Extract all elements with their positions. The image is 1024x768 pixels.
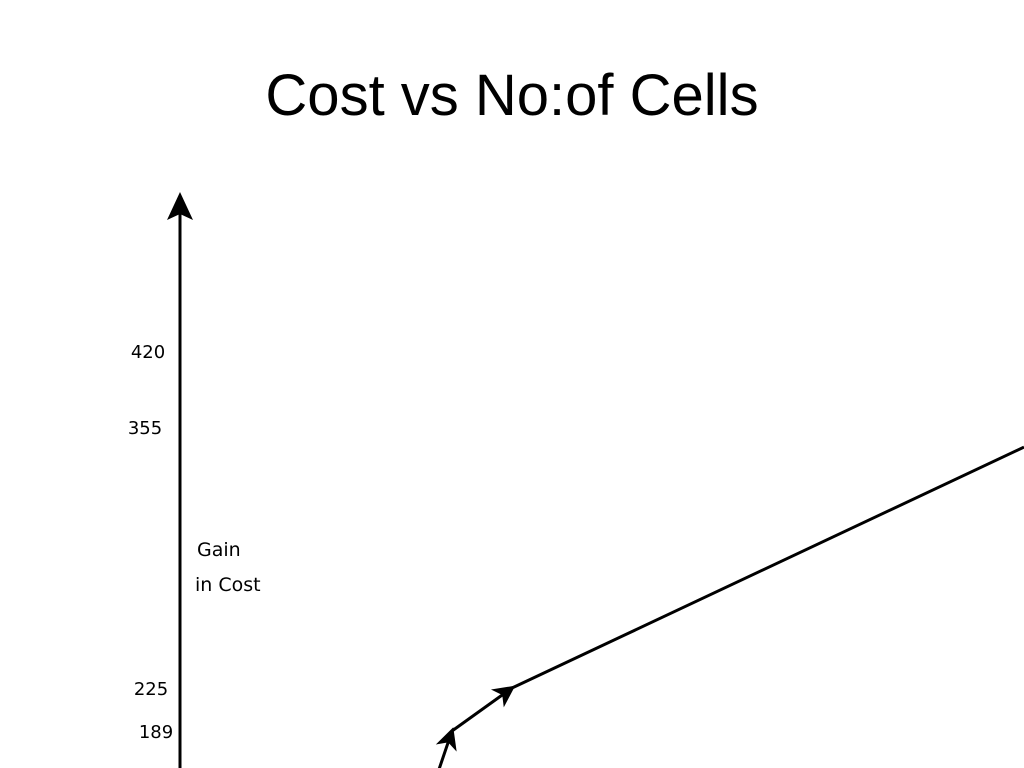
y-tick-label: 420: [131, 342, 165, 363]
y-tick-label: 189: [139, 722, 173, 743]
y-tick-labels: 420 355 225 189: [128, 342, 173, 743]
y-tick-label: 355: [128, 418, 162, 439]
y-tick-label: 225: [134, 679, 168, 700]
y-axis-label: Gain in Cost: [195, 539, 261, 596]
series-line: [437, 445, 1024, 768]
slide-title: Cost vs No:of Cells: [265, 63, 759, 128]
y-axis-arrow-icon: [167, 192, 193, 220]
arrow-marker-icon: [435, 727, 457, 752]
y-axis-label-line-2: in Cost: [195, 574, 261, 596]
series-lines: [437, 445, 1024, 768]
arrow-marker-icon: [490, 685, 516, 708]
y-axis: [167, 192, 193, 768]
y-axis-label-line-1: Gain: [197, 539, 241, 561]
arrow-markers: [435, 685, 516, 752]
